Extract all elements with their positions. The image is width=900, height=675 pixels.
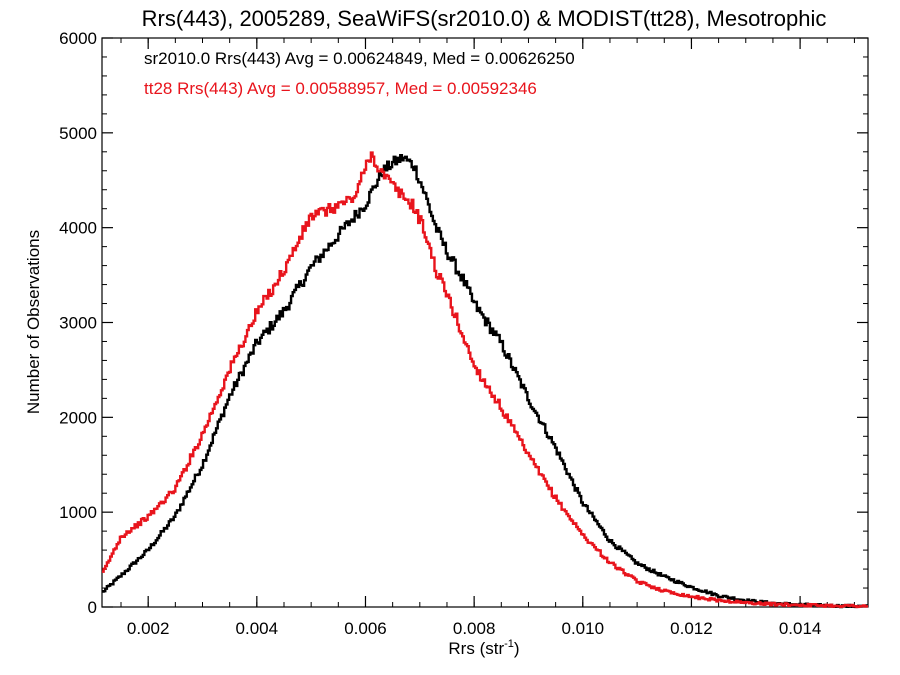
y-tick-label: 4000 bbox=[59, 219, 97, 238]
annotation-tt28: tt28 Rrs(443) Avg = 0.00588957, Med = 0.… bbox=[144, 79, 537, 98]
y-tick-label: 5000 bbox=[59, 124, 97, 143]
x-axis-title: Rrs (str-1) bbox=[448, 638, 519, 658]
series-layer bbox=[102, 151, 868, 609]
y-tick-label: 0 bbox=[88, 598, 97, 617]
y-axis-title: Number of Observations bbox=[24, 230, 43, 414]
x-tick-label: 0.002 bbox=[127, 619, 170, 638]
series-line-sr2010-0 bbox=[102, 153, 868, 609]
x-tick-label: 0.004 bbox=[236, 619, 279, 638]
x-tick-label: 0.012 bbox=[670, 619, 713, 638]
series-line-tt28 bbox=[102, 151, 868, 609]
y-tick-label: 2000 bbox=[59, 408, 97, 427]
x-tick-label: 0.014 bbox=[779, 619, 822, 638]
x-axis-title-close: ) bbox=[514, 639, 520, 658]
annotation-sr2010: sr2010.0 Rrs(443) Avg = 0.00624849, Med … bbox=[144, 49, 575, 68]
y-tick-label: 1000 bbox=[59, 503, 97, 522]
x-axis-title-sup: -1 bbox=[504, 638, 514, 650]
y-tick-label: 3000 bbox=[59, 314, 97, 333]
x-tick-label: 0.006 bbox=[344, 619, 387, 638]
chart-title: Rrs(443), 2005289, SeaWiFS(sr2010.0) & M… bbox=[142, 6, 827, 31]
x-tick-label: 0.008 bbox=[453, 619, 496, 638]
x-tick-label: 0.010 bbox=[562, 619, 605, 638]
y-tick-label: 6000 bbox=[59, 29, 97, 48]
axis-ticks: 0.002 0.004 0.006 0.008 0.010 0.012 0.014 0 1000… bbox=[59, 29, 868, 638]
x-axis-title-main: Rrs (str bbox=[448, 639, 504, 658]
